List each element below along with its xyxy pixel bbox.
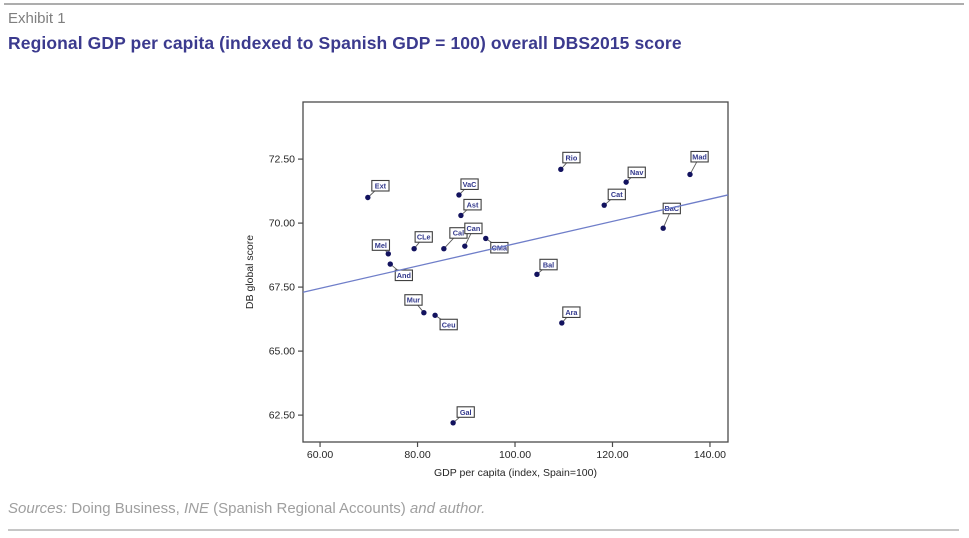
data-point-rio	[558, 166, 564, 173]
point-label-cat: Cat	[607, 188, 626, 201]
sources-ine: INE	[183, 500, 209, 517]
data-point-cma	[483, 235, 489, 242]
y-tick-label: 72.50	[269, 154, 295, 166]
point-label-cle: CLe	[414, 231, 433, 243]
point-label-mel: Mel	[371, 239, 391, 251]
point-label-bal: Bal	[539, 258, 558, 271]
svg-text:Mur: Mur	[407, 296, 421, 305]
top-divider	[4, 3, 964, 5]
data-point-gal	[450, 420, 456, 426]
svg-text:Mel: Mel	[375, 241, 387, 250]
svg-text:VaC: VaC	[463, 180, 478, 189]
y-tick-label: 70.00	[269, 218, 295, 230]
point-labels: Ext Mel And CLe Mur Ceu Cal Gal VaC Ast Can CMa Bal R…	[371, 150, 709, 418]
sources-prefix: Sources:	[8, 500, 68, 517]
svg-text:Gal: Gal	[460, 408, 472, 417]
data-point-ara	[559, 320, 565, 326]
y-tick-label: 62.50	[269, 410, 295, 422]
sources-line: Sources: Doing Business, INE (Spanish Re…	[8, 500, 485, 517]
svg-text:Ext: Ext	[375, 181, 387, 190]
x-tick-label: 60.00	[307, 449, 333, 461]
data-point-mel	[385, 251, 391, 257]
data-point-mad	[687, 171, 693, 178]
label-connectors	[367, 156, 700, 424]
point-label-and: And	[394, 269, 413, 282]
svg-text:Can: Can	[467, 224, 481, 233]
bottom-divider	[8, 529, 959, 531]
svg-text:Ceu: Ceu	[442, 320, 456, 329]
data-point-ext	[365, 194, 371, 201]
point-label-ara: Ara	[562, 306, 581, 318]
data-point-can	[462, 243, 468, 249]
y-tick-label: 65.00	[269, 346, 295, 358]
data-point-mur	[421, 310, 427, 316]
data-point-ceu	[432, 312, 438, 318]
data-point-bal	[534, 271, 540, 278]
x-tick-label: 80.00	[404, 449, 430, 461]
sources-suffix: and author.	[409, 500, 486, 517]
svg-text:Cal: Cal	[453, 229, 464, 238]
svg-text:And: And	[397, 271, 411, 280]
point-label-ast: Ast	[463, 198, 482, 211]
point-label-vac: VaC	[460, 178, 479, 190]
point-label-rio: Rio	[562, 151, 581, 164]
data-point-vac	[456, 192, 462, 198]
data-point-nav	[623, 179, 629, 185]
sources-part2: (Spanish Regional Accounts)	[208, 500, 410, 517]
point-label-can: Can	[464, 222, 483, 235]
data-point-cal	[441, 246, 447, 252]
svg-text:Nav: Nav	[630, 168, 644, 177]
y-tick-label: 67.50	[269, 282, 295, 294]
svg-text:BaC: BaC	[664, 204, 679, 213]
point-label-nav: Nav	[627, 166, 646, 179]
svg-text:Cat: Cat	[611, 190, 623, 199]
sources-part1: Doing Business,	[67, 500, 184, 517]
x-tick-label: 100.00	[499, 449, 531, 461]
svg-text:Ara: Ara	[565, 308, 578, 317]
svg-text:Bal: Bal	[543, 260, 554, 269]
svg-text:CMa: CMa	[492, 243, 508, 252]
data-point-cat	[601, 202, 607, 208]
x-tick-label: 140.00	[694, 449, 726, 461]
svg-text:Rio: Rio	[566, 153, 578, 162]
x-tick-label: 120.00	[596, 449, 628, 461]
svg-text:Ast: Ast	[467, 200, 479, 209]
data-point-ast	[458, 212, 464, 219]
point-label-gal: Gal	[456, 406, 475, 418]
svg-text:Mad: Mad	[692, 152, 707, 161]
point-label-ceu: Ceu	[439, 318, 458, 331]
svg-text:CLe: CLe	[417, 233, 431, 242]
data-point-bac	[660, 225, 666, 231]
point-label-mur: Mur	[404, 294, 423, 306]
trend-line	[302, 194, 729, 293]
data-point-cle	[411, 246, 417, 252]
y-axis-title: DB global score	[244, 235, 256, 309]
point-label-ext: Ext	[371, 179, 390, 192]
data-point-and	[387, 261, 393, 267]
plot-border	[302, 101, 729, 443]
page-title: Regional GDP per capita (indexed to Span…	[8, 33, 682, 53]
point-label-mad: Mad	[690, 150, 709, 163]
exhibit-label: Exhibit 1	[8, 10, 66, 27]
x-axis-title: GDP per capita (index, Spain=100)	[434, 467, 597, 479]
data-points	[365, 166, 693, 426]
